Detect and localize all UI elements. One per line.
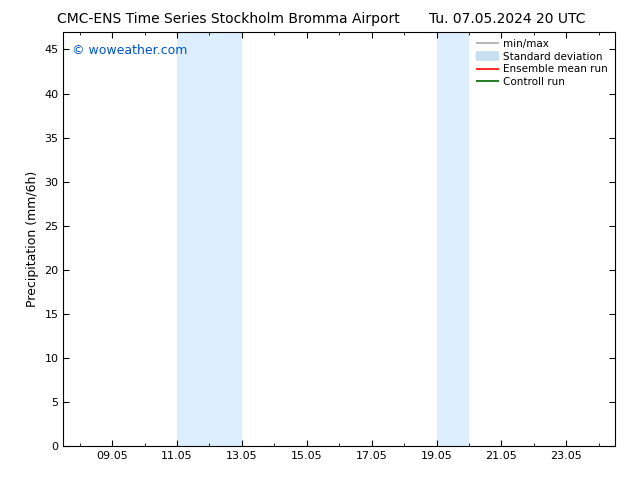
Text: Tu. 07.05.2024 20 UTC: Tu. 07.05.2024 20 UTC xyxy=(429,12,585,26)
Bar xyxy=(437,32,469,446)
Legend: min/max, Standard deviation, Ensemble mean run, Controll run: min/max, Standard deviation, Ensemble me… xyxy=(474,37,610,89)
Text: CMC-ENS Time Series Stockholm Bromma Airport: CMC-ENS Time Series Stockholm Bromma Air… xyxy=(57,12,399,26)
Text: © woweather.com: © woweather.com xyxy=(72,44,187,57)
Bar xyxy=(177,32,242,446)
Y-axis label: Precipitation (mm/6h): Precipitation (mm/6h) xyxy=(26,171,39,307)
